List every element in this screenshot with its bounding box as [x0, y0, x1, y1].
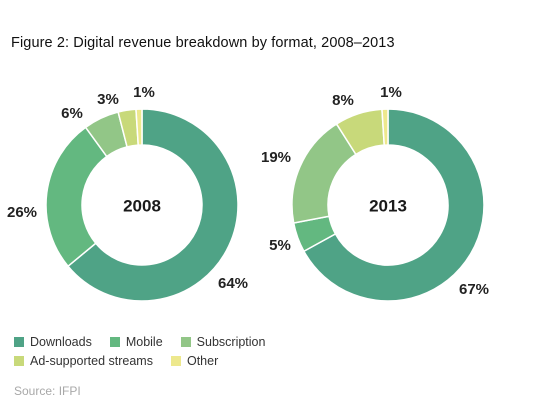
- pct-label-2008-downloads: 64%: [218, 275, 248, 292]
- legend-swatch-other: [170, 355, 181, 366]
- pct-label-2013-mobile: 5%: [269, 237, 291, 254]
- pct-label-2013-ad-supported-streams: 8%: [332, 92, 354, 109]
- donut-2013: 67% 5% 19% 8% 1% 2013: [261, 84, 489, 302]
- chart-title: Figure 2: Digital revenue breakdown by f…: [11, 35, 395, 51]
- legend-item-mobile: Mobile: [109, 334, 163, 349]
- center-label-2008: 2008: [123, 196, 161, 215]
- legend-row-1: Downloads Mobile Subscription: [14, 332, 283, 351]
- pct-label-2008-subscription: 6%: [61, 105, 83, 122]
- pct-label-2008-ad-supported-streams: 3%: [97, 91, 119, 108]
- legend-swatch-ad-supported: [14, 355, 24, 366]
- pct-label-2013-downloads: 67%: [459, 281, 489, 298]
- source-note: Source: IFPI: [14, 384, 81, 398]
- legend: Downloads Mobile Subscription Ad-support…: [14, 332, 283, 370]
- slice-2008-other: [135, 108, 143, 146]
- pct-label-2008-mobile: 26%: [7, 204, 37, 221]
- slice-2013-downloads: [302, 108, 485, 302]
- pct-label-2013-subscription: 19%: [261, 149, 291, 166]
- legend-label-ad-supported: Ad-supported streams: [30, 353, 153, 368]
- legend-swatch-mobile: [109, 336, 120, 347]
- legend-label-mobile: Mobile: [125, 334, 163, 349]
- legend-item-other: Other: [170, 353, 219, 368]
- legend-swatch-downloads: [14, 336, 24, 347]
- legend-item-subscription: Subscription: [180, 334, 266, 349]
- center-label-2013: 2013: [369, 196, 407, 215]
- slice-2008-downloads: [66, 108, 239, 302]
- legend-label-other: Other: [186, 353, 219, 368]
- pct-label-2008-other: 1%: [133, 84, 155, 101]
- legend-item-downloads: Downloads: [14, 335, 92, 349]
- legend-label-subscription: Subscription: [196, 334, 266, 349]
- legend-row-2: Ad-supported streams Other: [14, 351, 283, 370]
- pct-label-2013-other: 1%: [380, 84, 402, 101]
- legend-item-ad-supported: Ad-supported streams: [14, 354, 153, 368]
- donut-2008: 64% 26% 6% 3% 1% 2008: [7, 84, 248, 302]
- legend-swatch-subscription: [180, 336, 191, 347]
- slice-2013-other: [381, 108, 389, 146]
- legend-label-downloads: Downloads: [30, 334, 92, 349]
